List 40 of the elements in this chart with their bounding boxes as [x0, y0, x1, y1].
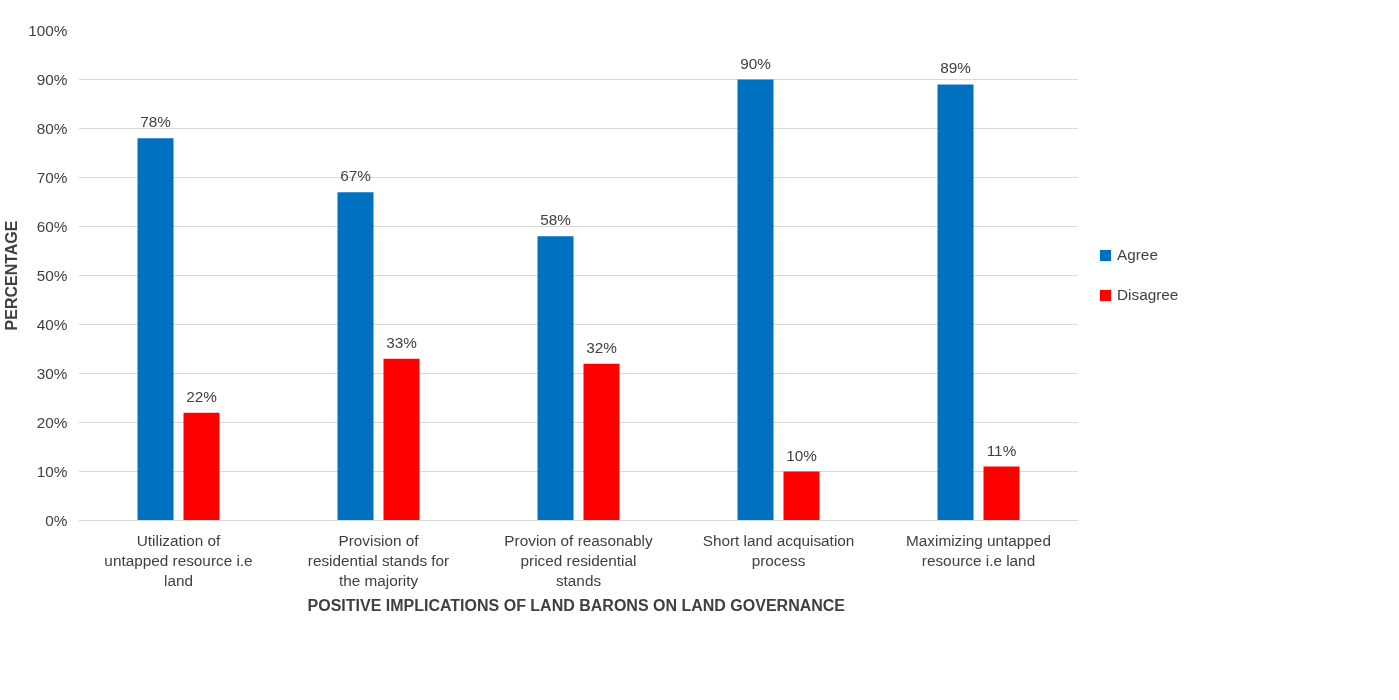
x-tick-label: Short land acquisation process [702, 531, 855, 569]
x-axis-title: POSITIVE IMPLICATIONS OF LAND BARONS ON LAND GOVERNANCE [307, 597, 846, 615]
x-tick-label: Provision of residential stands for the majority [307, 531, 450, 590]
bar [583, 363, 620, 521]
data-label: 11% [986, 441, 1017, 459]
y-tick-label: 40% [36, 316, 68, 333]
bar [937, 84, 974, 521]
bar [983, 466, 1020, 521]
bar [183, 412, 220, 521]
data-label: 67% [340, 167, 372, 185]
bar [137, 138, 174, 521]
y-tick-label: 30% [36, 365, 68, 382]
legend-label: Disagree [1117, 286, 1179, 304]
y-tick-label: 20% [36, 414, 68, 431]
y-axis-title: PERCENTAGE [3, 220, 21, 331]
x-tick-label: Maximizing untapped resource i.e land [906, 531, 1051, 569]
legend-label: Agree [1117, 246, 1158, 264]
data-label: 10% [786, 446, 818, 464]
data-label: 78% [140, 113, 172, 131]
y-tick-label: 50% [36, 267, 68, 284]
data-label: 90% [740, 54, 772, 72]
bar [783, 471, 820, 521]
y-tick-label: 100% [28, 22, 68, 39]
data-label: 22% [186, 387, 218, 405]
x-tick-label: Utilization of untapped resource i.e land [104, 531, 253, 590]
y-tick-label: 80% [36, 120, 68, 137]
data-label: 89% [940, 59, 972, 77]
bar [337, 192, 374, 521]
y-tick-label: 60% [36, 218, 68, 235]
data-label: 58% [540, 211, 572, 229]
x-tick-label: Provion of reasonably priced residential stands [504, 531, 653, 590]
bar [383, 358, 420, 521]
y-tick-label: 70% [36, 169, 68, 186]
y-tick-label: 10% [36, 463, 68, 480]
data-label: 32% [586, 338, 618, 356]
y-tick-label: 90% [36, 71, 68, 88]
bar [537, 236, 574, 521]
y-tick-label: 0% [45, 512, 68, 529]
data-label: 33% [386, 333, 418, 351]
bar [737, 79, 774, 521]
